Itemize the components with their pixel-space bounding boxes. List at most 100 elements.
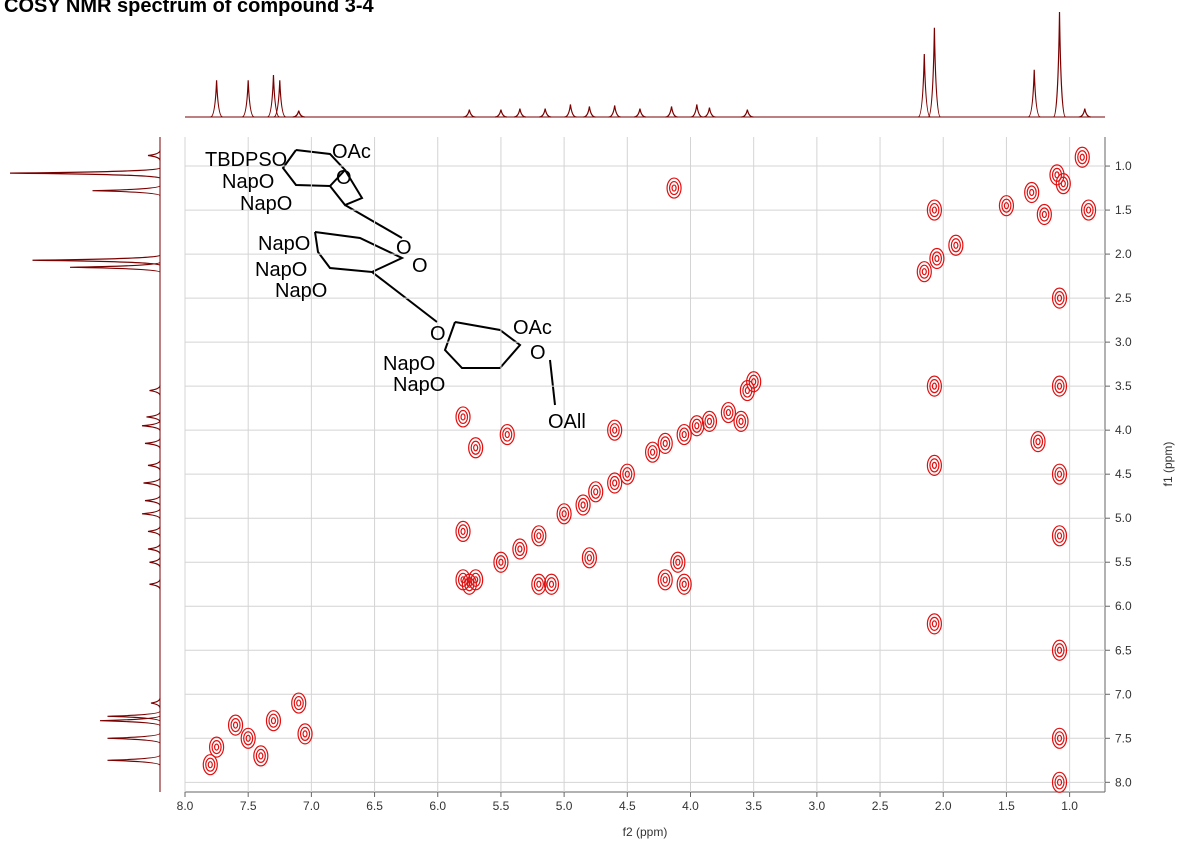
cross-peak — [1030, 431, 1046, 453]
x-tick-label: 4.5 — [619, 799, 636, 813]
x-tick-label: 5.0 — [556, 799, 573, 813]
chart-title: COSY NMR spectrum of compound 3-4 — [4, 0, 375, 17]
structure-label: TBDPSO — [205, 149, 287, 171]
cross-peak — [644, 441, 661, 463]
cross-peak — [657, 432, 673, 454]
cross-peak — [720, 401, 737, 424]
cross-peak — [455, 569, 471, 591]
left-trace-peak — [141, 420, 161, 431]
cross-peak — [619, 463, 635, 485]
y-tick-label: 6.0 — [1115, 599, 1132, 613]
y-tick-label: 3.0 — [1115, 335, 1132, 349]
cross-peak — [202, 754, 218, 776]
top-trace-peak — [741, 109, 754, 118]
x-tick-label: 5.5 — [493, 799, 510, 813]
x-tick-label: 2.0 — [935, 799, 952, 813]
structure-label: OAc — [332, 141, 371, 163]
left-trace-peak — [149, 557, 161, 568]
cross-peak — [468, 437, 484, 459]
cross-peak — [543, 573, 560, 595]
y-tick-label: 8.0 — [1115, 775, 1132, 789]
structure-label: O — [530, 342, 546, 364]
top-trace-peak — [513, 108, 526, 118]
cross-peak — [1024, 181, 1040, 204]
top-trace-peak — [210, 80, 223, 118]
cross-peak — [208, 736, 225, 758]
cross-peak — [1074, 146, 1090, 168]
top-trace-peak — [267, 74, 280, 118]
structure-label: NapO — [258, 233, 310, 255]
cross-peak — [1051, 639, 1068, 661]
top-trace-peak — [633, 108, 647, 118]
cross-peak — [1036, 203, 1052, 226]
structure-label: NapO — [255, 259, 307, 281]
cross-peak — [733, 410, 749, 432]
cross-peak — [531, 525, 547, 547]
cross-peak — [588, 481, 604, 503]
left-trace-peak — [107, 710, 161, 722]
cross-peak — [531, 573, 547, 595]
top-trace-peak — [494, 109, 507, 118]
y-tick-label: 1.0 — [1115, 159, 1132, 173]
top-trace-peak — [273, 80, 287, 118]
top-trace-peak — [927, 27, 941, 118]
top-trace-peak — [1078, 108, 1091, 118]
x-tick-label: 1.0 — [1061, 799, 1078, 813]
cross-peak — [926, 454, 942, 476]
top-trace-peak — [917, 53, 931, 118]
structure-label: NapO — [222, 171, 274, 193]
cross-peak — [455, 520, 471, 543]
x-tick-label: 6.0 — [429, 799, 446, 813]
cross-peak — [1051, 375, 1068, 397]
left-trace-peak — [99, 715, 161, 727]
cross-peak — [670, 551, 686, 573]
cross-peak — [948, 234, 964, 256]
y-tick-label: 3.5 — [1115, 379, 1132, 393]
y-tick-label: 5.5 — [1115, 555, 1132, 569]
top-trace-peak — [1052, 11, 1067, 118]
left-trace-peak — [147, 460, 161, 471]
cross-peak — [1055, 173, 1071, 195]
top-trace-peak — [1027, 69, 1041, 118]
cross-peak — [998, 195, 1015, 217]
left-trace-peak — [92, 185, 161, 197]
top-trace-peak — [292, 110, 305, 118]
left-trace-peak — [146, 411, 161, 423]
x-tick-label: 1.5 — [998, 799, 1015, 813]
cross-peak — [676, 423, 692, 446]
cross-peak — [575, 494, 591, 516]
cross-peak — [253, 745, 269, 767]
cross-peak — [1051, 287, 1068, 309]
structure-label: NapO — [275, 280, 327, 302]
y-tick-label: 4.0 — [1115, 423, 1132, 437]
cross-peak — [493, 551, 509, 573]
cross-peak — [512, 538, 528, 560]
structure-label: NapO — [383, 353, 435, 375]
left-trace-peak — [9, 167, 161, 179]
cross-peak — [240, 727, 256, 749]
structure-label: O — [412, 255, 428, 277]
top-trace-peak — [583, 106, 596, 118]
x-tick-label: 7.5 — [240, 799, 257, 813]
cross-peak — [676, 573, 692, 595]
left-trace-peak — [149, 579, 161, 590]
x-axis-label: f2 (ppm) — [623, 825, 668, 839]
left-trace-peak — [69, 261, 161, 273]
top-trace-peak — [564, 104, 577, 118]
cross-peak — [227, 714, 244, 736]
x-tick-label: 3.5 — [745, 799, 762, 813]
cross-peak — [746, 371, 762, 393]
y-tick-label: 2.5 — [1115, 291, 1132, 305]
cross-peak — [607, 419, 623, 441]
left-trace-peak — [150, 697, 161, 709]
cross-peak — [926, 375, 942, 397]
cross-peak — [701, 410, 718, 432]
cross-peak — [556, 503, 572, 525]
cross-peak — [926, 199, 942, 221]
x-tick-label: 6.5 — [366, 799, 383, 813]
left-trace-peak — [147, 543, 161, 555]
y-tick-label: 7.5 — [1115, 731, 1132, 745]
left-trace-peak — [144, 438, 161, 449]
